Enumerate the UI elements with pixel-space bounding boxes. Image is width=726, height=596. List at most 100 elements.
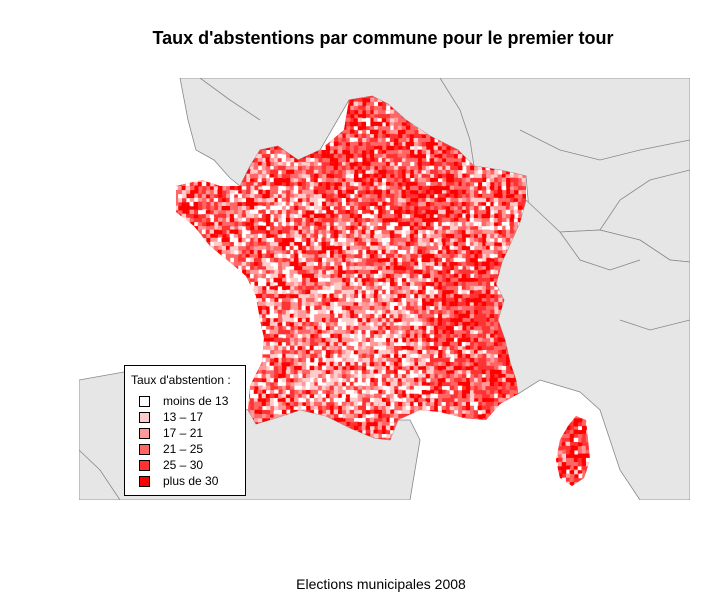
commune-cell bbox=[377, 109, 383, 115]
commune-cell bbox=[394, 122, 400, 127]
commune-cell bbox=[513, 218, 519, 224]
commune-cell bbox=[345, 213, 351, 219]
commune-cell bbox=[265, 298, 271, 303]
commune-cell bbox=[313, 166, 319, 172]
commune-cell bbox=[270, 253, 275, 259]
commune-cell bbox=[257, 265, 263, 271]
commune-cell bbox=[289, 266, 295, 271]
commune-cell bbox=[270, 205, 275, 211]
commune-cell bbox=[474, 234, 479, 239]
commune-cell bbox=[258, 194, 264, 200]
commune-cell bbox=[229, 189, 235, 195]
commune-cell bbox=[266, 309, 272, 315]
commune-cell bbox=[494, 182, 499, 187]
commune-cell bbox=[277, 253, 283, 259]
commune-cell bbox=[314, 298, 320, 303]
commune-cell bbox=[266, 273, 271, 279]
commune-cell bbox=[381, 226, 387, 231]
commune-cell bbox=[206, 205, 211, 211]
commune-cell bbox=[429, 214, 435, 219]
commune-cell bbox=[378, 314, 383, 320]
commune-cell bbox=[345, 174, 351, 179]
commune-cell bbox=[306, 266, 311, 271]
commune-cell bbox=[369, 129, 375, 135]
commune-cell bbox=[274, 210, 280, 215]
commune-cell bbox=[274, 153, 279, 159]
commune-cell bbox=[410, 298, 415, 304]
commune-cell bbox=[493, 245, 499, 251]
commune-cell bbox=[285, 222, 291, 227]
commune-cell bbox=[474, 193, 479, 199]
commune-cell bbox=[398, 146, 403, 151]
commune-cell bbox=[478, 242, 483, 248]
commune-cell bbox=[409, 190, 415, 195]
commune-cell bbox=[501, 209, 507, 215]
commune-cell bbox=[413, 246, 419, 251]
commune-cell bbox=[322, 225, 328, 231]
commune-cell bbox=[298, 185, 303, 191]
commune-cell bbox=[326, 257, 331, 263]
commune-cell bbox=[345, 286, 351, 291]
commune-cell bbox=[321, 274, 327, 279]
commune-cell bbox=[330, 253, 335, 259]
commune-cell bbox=[301, 193, 307, 199]
commune-cell bbox=[394, 253, 399, 259]
commune-cell bbox=[457, 162, 463, 168]
commune-cell bbox=[466, 169, 472, 175]
commune-cell bbox=[277, 281, 283, 287]
commune-cell bbox=[361, 126, 367, 132]
commune-cell bbox=[505, 205, 511, 211]
commune-cell bbox=[510, 182, 515, 188]
commune-cell bbox=[317, 281, 323, 287]
commune-cell bbox=[294, 162, 299, 168]
commune-cell bbox=[309, 254, 315, 259]
commune-cell bbox=[258, 161, 263, 167]
commune-cell bbox=[221, 246, 227, 251]
commune-cell bbox=[349, 133, 355, 139]
commune-cell bbox=[237, 209, 243, 215]
commune-cell bbox=[418, 193, 423, 199]
commune-cell bbox=[333, 246, 339, 251]
commune-cell bbox=[389, 241, 395, 247]
commune-cell bbox=[202, 197, 207, 203]
commune-cell bbox=[370, 285, 375, 291]
commune-cell bbox=[426, 157, 432, 163]
commune-cell bbox=[302, 269, 307, 275]
commune-cell bbox=[409, 306, 415, 312]
commune-cell bbox=[409, 221, 415, 227]
commune-cell bbox=[481, 301, 487, 307]
commune-cell bbox=[293, 298, 299, 303]
commune-cell bbox=[281, 229, 287, 235]
commune-cell bbox=[282, 289, 287, 295]
commune-cell bbox=[233, 254, 239, 260]
commune-cell bbox=[369, 181, 375, 187]
commune-cell bbox=[346, 230, 351, 235]
commune-cell bbox=[506, 234, 511, 239]
commune-cell bbox=[317, 226, 323, 232]
commune-cell bbox=[405, 181, 411, 187]
commune-cell bbox=[501, 213, 507, 219]
commune-cell bbox=[389, 137, 395, 143]
commune-cell bbox=[470, 298, 475, 304]
commune-cell bbox=[418, 198, 423, 204]
commune-cell bbox=[346, 170, 351, 175]
commune-cell bbox=[245, 241, 251, 247]
commune-cell bbox=[253, 222, 259, 227]
commune-cell bbox=[278, 218, 283, 224]
commune-cell bbox=[489, 274, 495, 280]
commune-cell bbox=[445, 298, 451, 303]
commune-cell bbox=[333, 141, 339, 147]
commune-cell bbox=[434, 217, 439, 223]
commune-cell bbox=[494, 306, 499, 312]
commune-cell bbox=[285, 297, 291, 303]
commune-cell bbox=[454, 153, 459, 159]
commune-cell bbox=[326, 173, 332, 179]
commune-cell bbox=[338, 298, 343, 304]
commune-cell bbox=[270, 273, 276, 279]
commune-cell bbox=[426, 174, 431, 179]
commune-cell bbox=[349, 298, 355, 303]
commune-cell bbox=[274, 230, 279, 236]
commune-cell bbox=[409, 261, 415, 267]
commune-cell bbox=[390, 310, 395, 315]
commune-cell bbox=[386, 161, 391, 167]
